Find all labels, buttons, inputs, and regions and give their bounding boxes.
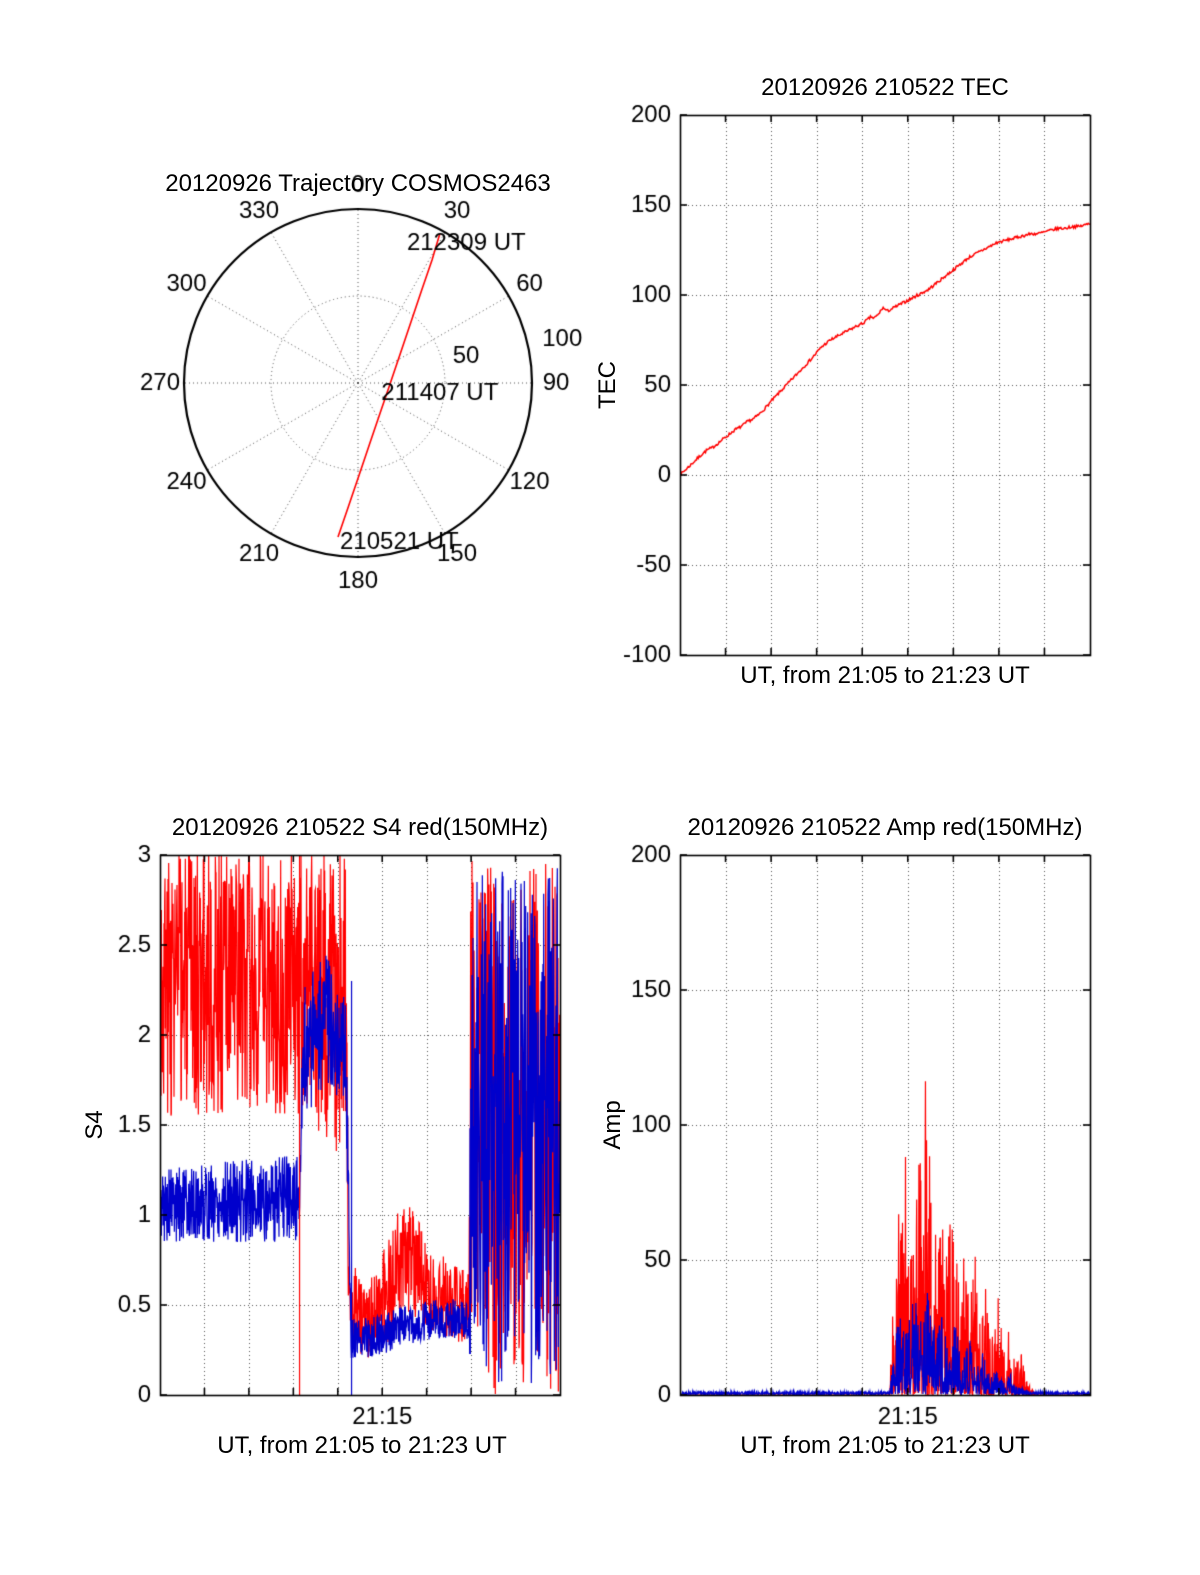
s4-yaxis-label: S4 <box>81 1110 108 1140</box>
polar-plot-title: 20120926 Trajectory COSMOS2463 <box>165 170 551 197</box>
amp-plot-title: 20120926 210522 Amp red(150MHz) <box>687 814 1083 841</box>
tec-yaxis-label: TEC <box>594 361 621 409</box>
amp-xaxis-label: UT, from 21:05 to 21:23 UT <box>740 1432 1030 1459</box>
s4-plot-title: 20120926 210522 S4 red(150MHz) <box>171 814 549 841</box>
tec-xaxis-label: UT, from 21:05 to 21:23 UT <box>740 662 1030 689</box>
tec-plot-title: 20120926 210522 TEC <box>761 74 1009 101</box>
amp-yaxis-label: Amp <box>599 1100 626 1150</box>
s4-xaxis-label: UT, from 21:05 to 21:23 UT <box>217 1432 507 1459</box>
